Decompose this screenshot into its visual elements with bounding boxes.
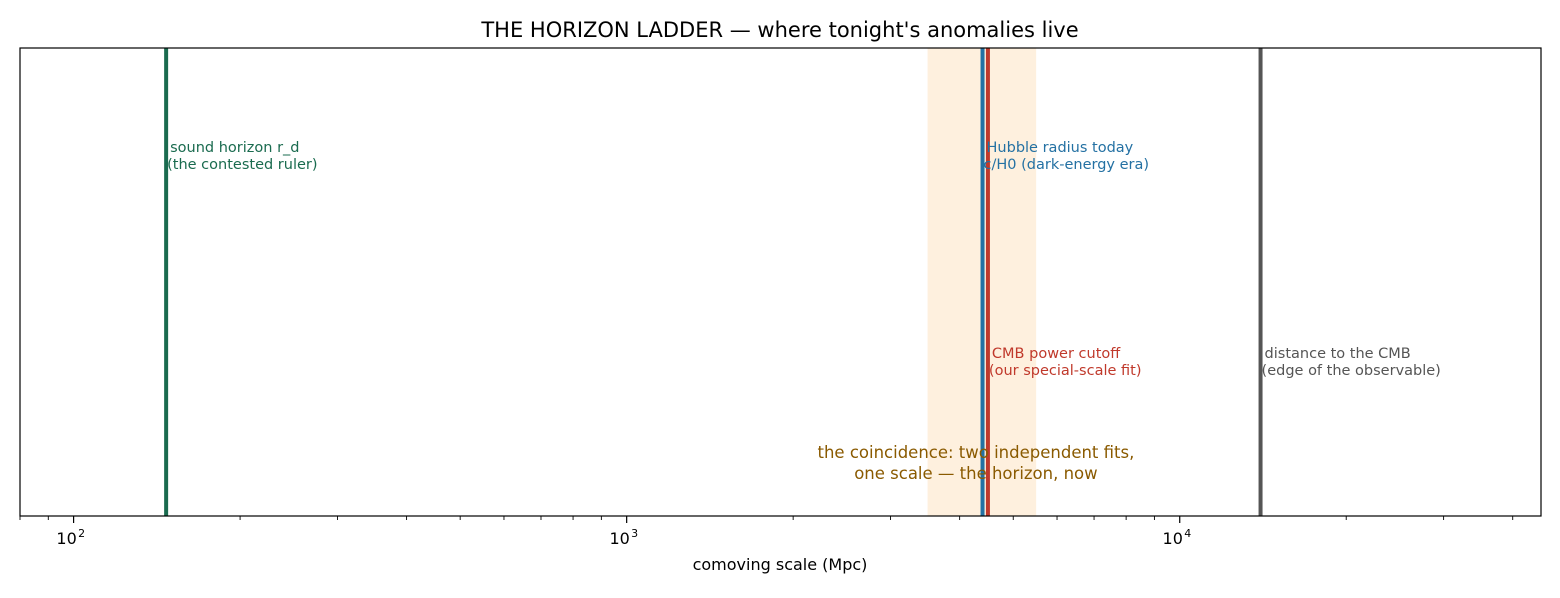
plot-frame	[19, 47, 1542, 517]
x-tick-label-1-exponent: 3	[631, 527, 638, 540]
chart-title: THE HORIZON LADDER — where tonight's ano…	[480, 18, 1078, 42]
coincidence-annotation-line1: the coincidence: two independent fits,	[818, 443, 1135, 462]
x-axis-label: comoving scale (Mpc)	[693, 555, 868, 574]
coincidence-annotation-line2: one scale — the horizon, now	[854, 464, 1097, 483]
marker-label-2-line1: CMB power cutoff	[992, 346, 1121, 362]
marker-label-layer: sound horizon r_d(the contested ruler) Hu…	[167, 140, 1441, 379]
marker-label-0-line2: (the contested ruler)	[167, 157, 317, 173]
x-tick-label-2: 10	[1163, 529, 1183, 548]
x-tick-label-0-exponent: 2	[78, 527, 85, 540]
marker-label-3-line2: (edge of the observable)	[1262, 363, 1441, 379]
x-tick-label-0: 10	[56, 529, 76, 548]
marker-label-3-line1: distance to the CMB	[1265, 346, 1411, 362]
marker-label-2-line2: (our special-scale fit)	[989, 363, 1142, 379]
marker-layer	[164, 48, 1263, 516]
x-tick-label-1: 10	[609, 529, 629, 548]
marker-label-0-line1: sound horizon r_d	[170, 140, 299, 156]
x-tick-label-2-exponent: 4	[1184, 527, 1191, 540]
marker-label-1-line1: Hubble radius today	[987, 140, 1134, 156]
marker-label-1-line2: c/H0 (dark-energy era)	[984, 157, 1150, 173]
x-axis-ticks: 10 2 10 3 10 4	[19, 516, 1514, 548]
